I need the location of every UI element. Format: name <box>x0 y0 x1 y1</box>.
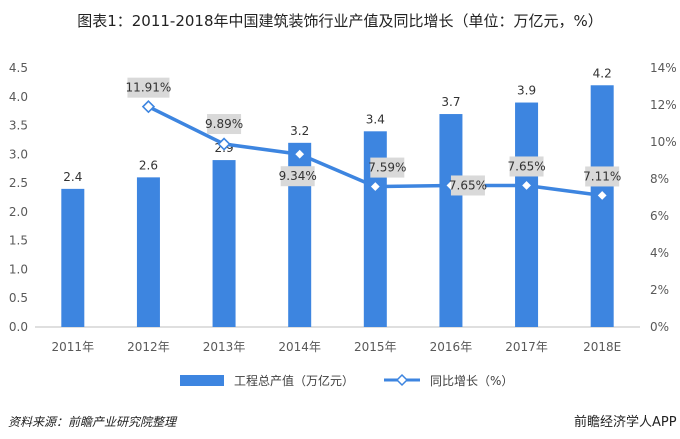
bar-series <box>61 85 614 328</box>
bar-value-label: 3.9 <box>517 84 536 98</box>
percent-label: 9.34% <box>279 169 317 183</box>
percent-label: 7.65% <box>508 159 546 173</box>
bar-value-label: 3.7 <box>441 95 460 109</box>
chart-title: 图表1：2011-2018年中国建筑装饰行业产值及同比增长（单位：万亿元，%） <box>77 12 603 30</box>
percent-label-box <box>280 166 315 187</box>
percent-label-box <box>450 175 485 196</box>
line-point-marker <box>293 147 307 161</box>
line-point-marker <box>519 178 534 193</box>
left-tick-label: 3.5 <box>9 119 28 133</box>
bar <box>136 177 160 327</box>
bar <box>61 188 85 327</box>
left-tick-label: 4.5 <box>9 61 28 75</box>
line-value-labels: 11.91% 9.89% 9.34% 7.59% 7.65% 7.65% 7.11% <box>126 77 621 196</box>
x-tick-label: 2014年 <box>278 340 321 354</box>
left-tick-label: 1.0 <box>9 262 28 276</box>
percent-label: 9.89% <box>205 117 243 131</box>
legend-line-label: 同比增长（%） <box>430 374 513 388</box>
bar-value-label: 4.2 <box>593 66 612 80</box>
right-tick-label: 10% <box>650 135 677 149</box>
line-point-marker <box>368 179 382 194</box>
legend-bar-label: 工程总产值（万亿元） <box>234 373 354 388</box>
legend-line-marker <box>395 373 409 387</box>
bar <box>515 102 539 328</box>
percent-label-box <box>207 114 242 135</box>
left-tick-label: 0.0 <box>9 320 28 334</box>
right-tick-label: 2% <box>650 283 669 297</box>
left-axis-ticks: 0.0 0.5 1.0 1.5 2.0 2.5 3.0 3.5 4.0 4.5 <box>9 61 28 334</box>
left-tick-label: 4.0 <box>9 90 28 104</box>
bar-value-label: 2.4 <box>63 170 82 184</box>
percent-label-box <box>127 77 170 98</box>
right-tick-label: 6% <box>650 209 669 223</box>
left-tick-label: 2.0 <box>9 205 28 219</box>
line-point-marker <box>595 188 609 203</box>
bar <box>288 142 312 327</box>
right-tick-label: 12% <box>650 98 677 112</box>
x-tick-label: 2011年 <box>52 340 95 354</box>
bar-value-label: 3.2 <box>290 124 309 138</box>
x-tick-label: 2017年 <box>505 340 548 354</box>
legend: 工程总产值（万亿元） 同比增长（%） <box>180 373 513 388</box>
bar-value-label: 2.6 <box>139 158 158 172</box>
x-tick-label: 2013年 <box>203 340 246 354</box>
left-tick-label: 2.5 <box>9 176 28 190</box>
percent-label: 7.65% <box>449 178 487 192</box>
source-note: 资料来源：前瞻产业研究院整理 <box>8 415 178 429</box>
bar-value-labels: 2.42.62.93.23.43.73.94.2 <box>63 66 611 184</box>
right-tick-label: 8% <box>650 172 669 186</box>
brand-watermark: 前瞻经济学人APP <box>574 414 677 430</box>
percent-label-box <box>370 157 405 178</box>
left-tick-label: 0.5 <box>9 291 28 305</box>
bar <box>590 85 614 328</box>
right-tick-label: 4% <box>650 246 669 260</box>
right-tick-label: 0% <box>650 320 669 334</box>
bar <box>212 160 236 327</box>
bar <box>439 114 463 328</box>
left-tick-label: 1.5 <box>9 234 28 248</box>
percent-label: 7.59% <box>368 161 406 175</box>
percent-label-box <box>585 166 620 187</box>
legend-bar-swatch <box>180 375 224 386</box>
x-tick-label: 2016年 <box>430 340 473 354</box>
right-axis-ticks: 0% 2% 4% 6% 8% 10% 12% 14% <box>650 61 677 334</box>
x-axis-ticks: 2011年 2012年 2013年 2014年 2015年 2016年 2017年 2018E <box>52 340 622 354</box>
percent-label: 11.91% <box>126 81 172 95</box>
x-tick-label: 2012年 <box>127 340 170 354</box>
x-tick-label: 2018E <box>583 340 621 354</box>
bar <box>363 131 387 327</box>
bar-value-label: 3.4 <box>366 112 385 126</box>
left-tick-label: 3.0 <box>9 147 28 161</box>
line-point-marker <box>141 100 156 114</box>
x-tick-label: 2015年 <box>354 340 397 354</box>
line-series <box>141 100 609 203</box>
percent-label-box <box>509 156 544 177</box>
right-tick-label: 14% <box>650 61 677 75</box>
line-point-marker <box>217 137 231 151</box>
percent-label: 7.11% <box>583 169 621 183</box>
